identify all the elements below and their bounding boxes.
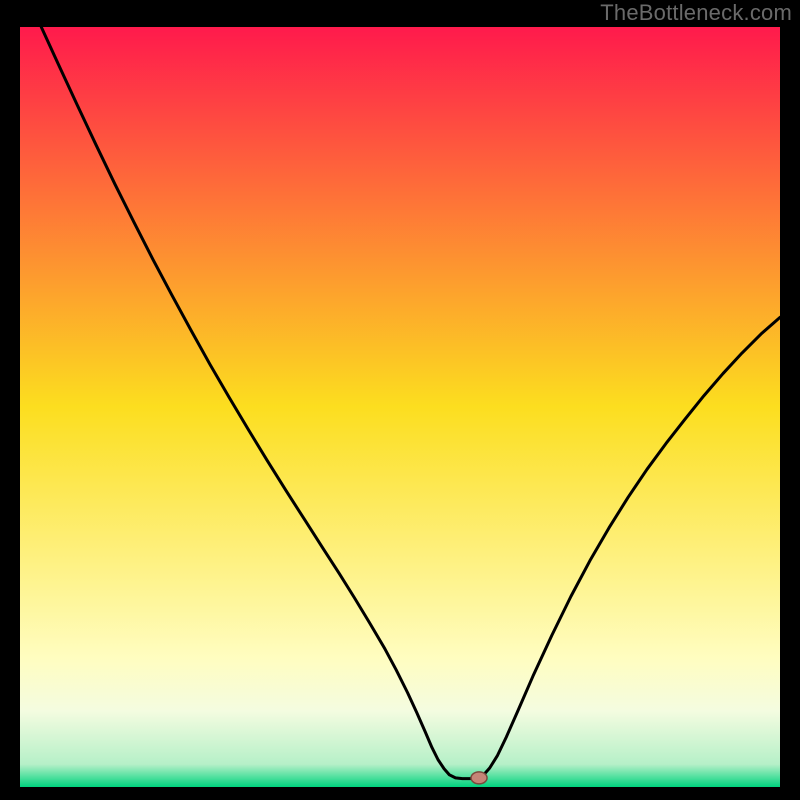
plot-background [20, 27, 780, 787]
optimal-marker [471, 772, 487, 784]
chart-frame: TheBottleneck.com [0, 0, 800, 800]
watermark-text: TheBottleneck.com [600, 0, 792, 26]
bottleneck-chart [20, 27, 780, 787]
